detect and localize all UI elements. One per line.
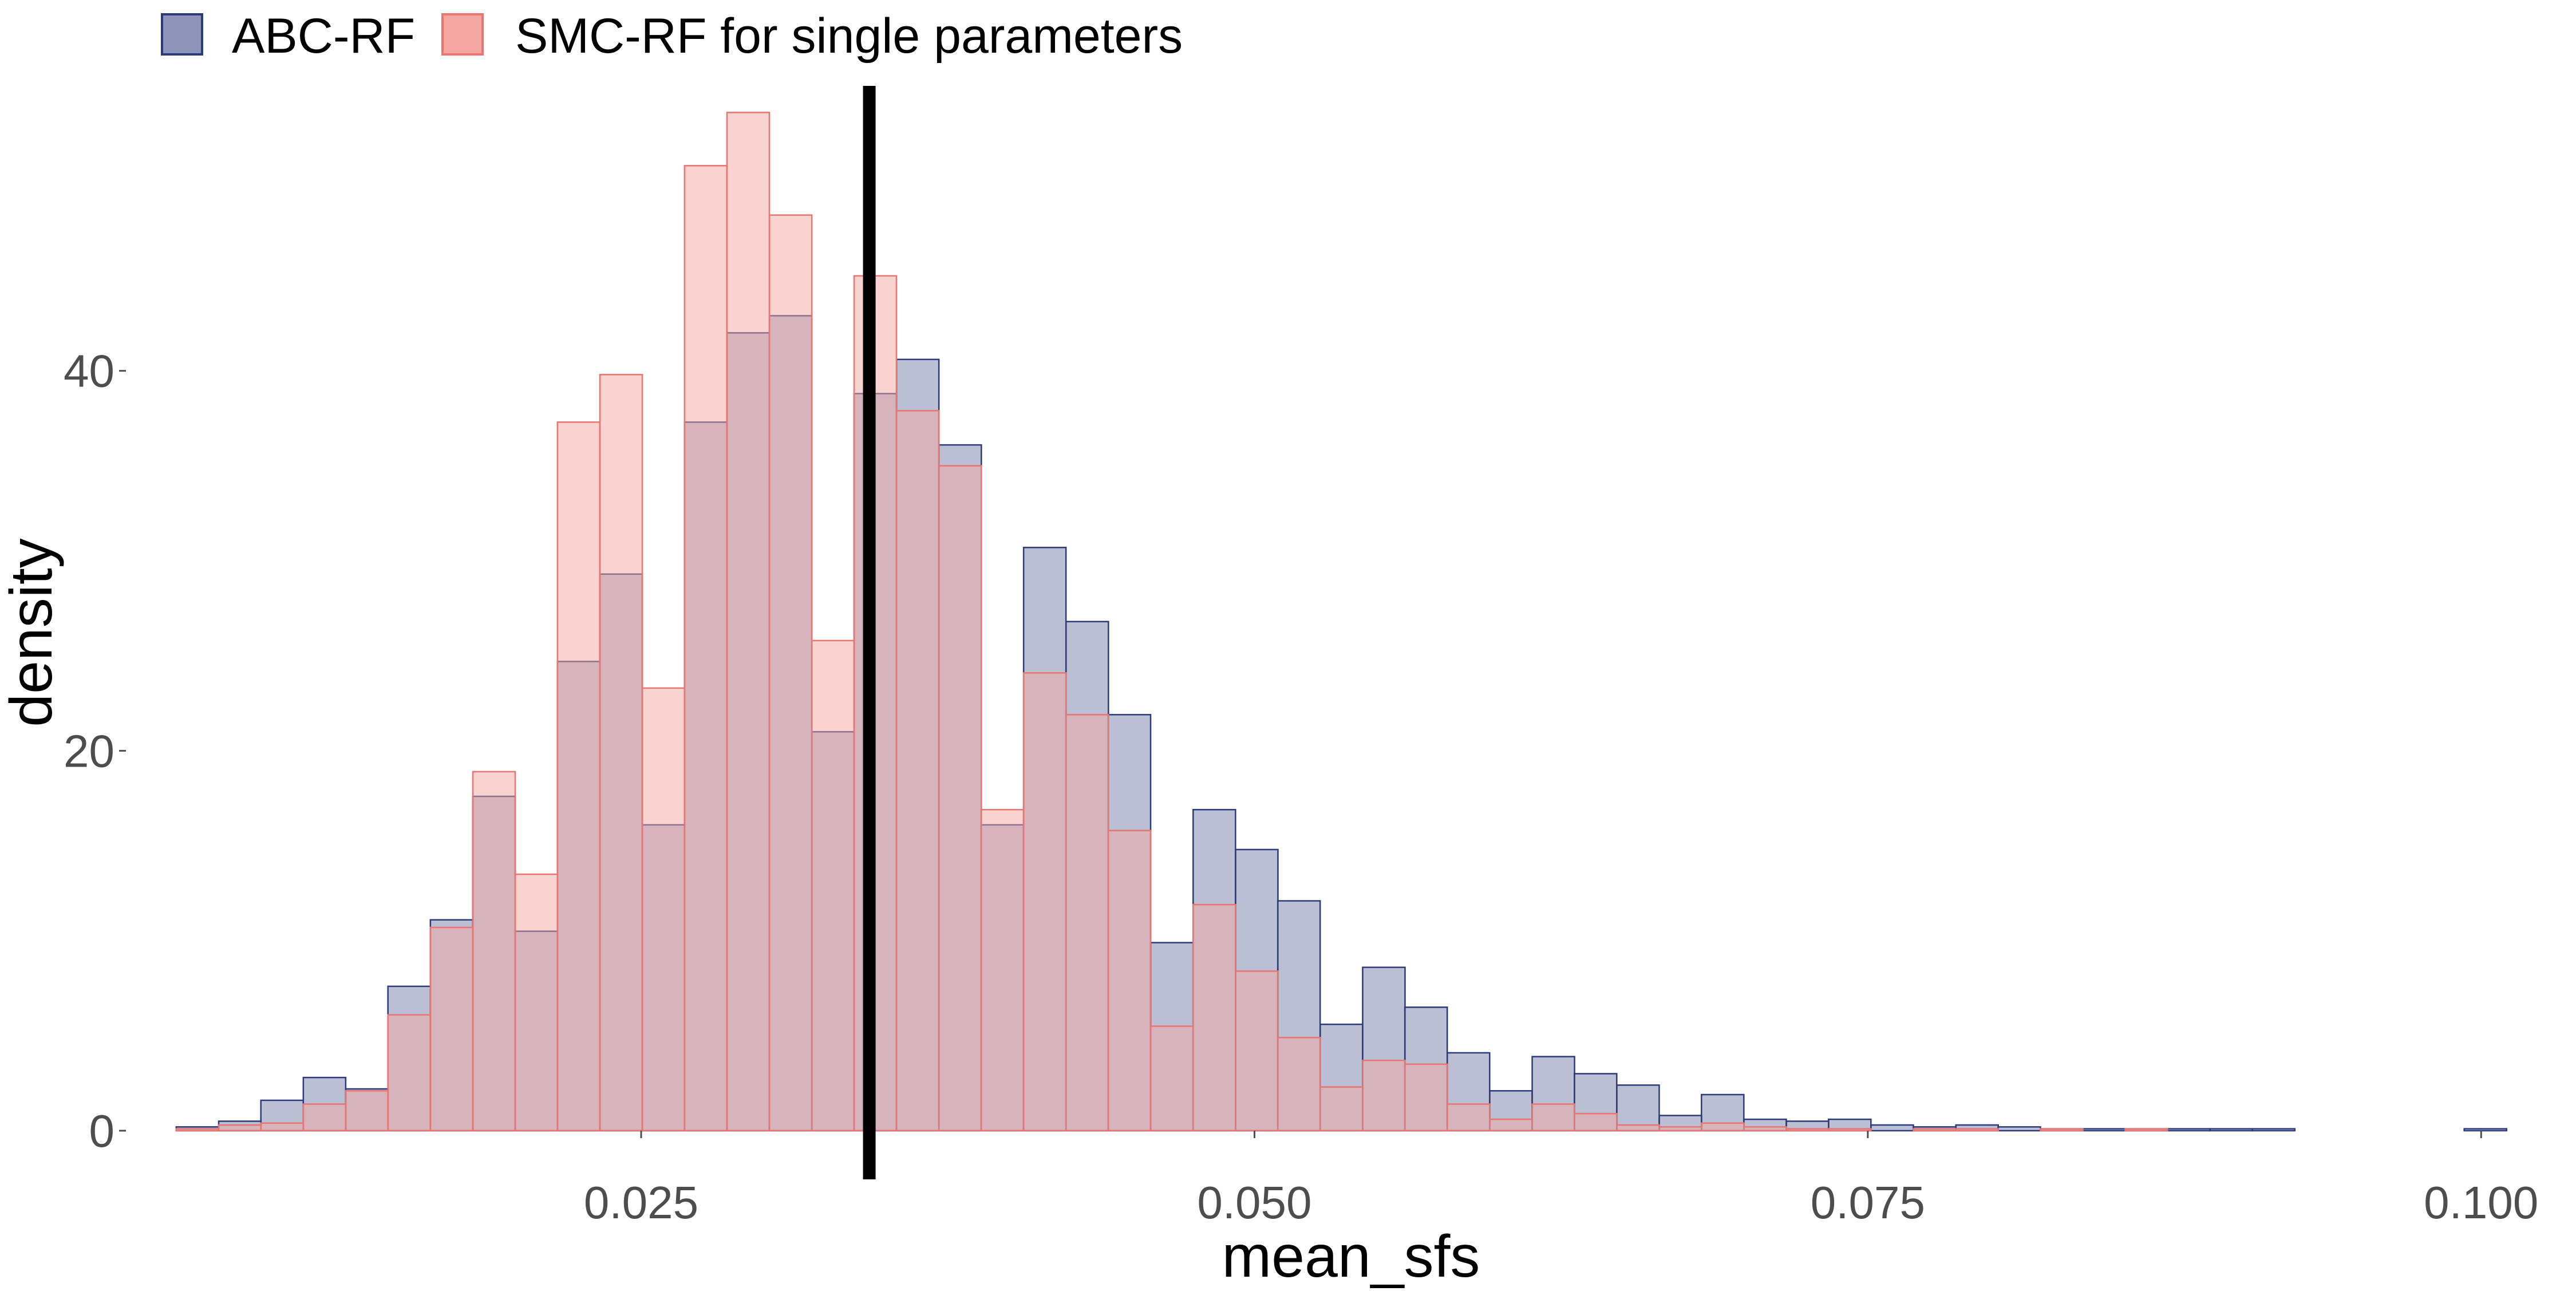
abc-rf-bar-54	[2464, 1129, 2507, 1131]
smc-rf-bar-23	[1151, 1027, 1193, 1131]
smc-rf-bar-4	[346, 1091, 388, 1131]
legend-label-abc-rf: ABC-RF	[232, 9, 415, 64]
x-tick-label-0025: 0.025	[584, 1177, 698, 1228]
x-axis: 0.025 0.050 0.075 0.100	[584, 1131, 2538, 1228]
smc-rf-bar-44	[2041, 1129, 2083, 1131]
y-axis: 0 20 40	[64, 346, 126, 1156]
smc-rf-bar-34	[1617, 1125, 1659, 1131]
smc-rf-bar-7	[473, 772, 515, 1131]
smc-rf-bar-27	[1320, 1087, 1362, 1131]
smc-rf-bar-41	[1914, 1129, 1956, 1131]
smc-rf-bar-32	[1532, 1104, 1575, 1131]
x-axis-title: mean_sfs	[1222, 1223, 1480, 1288]
x-tick-label-0075: 0.075	[1811, 1177, 1925, 1228]
smc-rf-bar-5	[388, 1015, 430, 1131]
smc-rf-bar-42	[1956, 1129, 1998, 1131]
legend-key-abc-rf	[162, 14, 202, 54]
smc-rf-bar-24	[1193, 905, 1235, 1131]
smc-rf-bar-46	[2125, 1129, 2167, 1131]
smc-rf-bar-2	[261, 1123, 303, 1131]
x-tick-label-0100: 0.100	[2424, 1177, 2538, 1228]
smc-rf-bar-21	[1066, 714, 1108, 1131]
x-tick-label-0050: 0.050	[1197, 1177, 1311, 1228]
smc-rf-bar-13	[727, 112, 769, 1131]
smc-rf-bar-11	[642, 688, 685, 1131]
smc-rf-bar-15	[812, 641, 854, 1131]
smc-rf-bar-14	[769, 215, 812, 1131]
smc-rf-bar-0	[176, 1129, 219, 1131]
smc-rf-bar-10	[600, 374, 642, 1131]
smc-rf-bar-1	[219, 1125, 261, 1131]
abc-rf-bar-40	[1871, 1125, 1913, 1131]
smc-rf-bar-17	[896, 410, 939, 1131]
smc-rf-bar-20	[1024, 673, 1066, 1131]
smc-rf-bar-31	[1490, 1119, 1532, 1131]
abc-rf-bar-48	[2210, 1129, 2253, 1131]
abc-rf-bar-43	[1998, 1127, 2040, 1131]
smc-rf-bar-18	[939, 466, 981, 1131]
smc-rf-bar-29	[1405, 1064, 1447, 1131]
abc-rf-bar-34	[1617, 1085, 1659, 1131]
smc-rf-bar-25	[1235, 971, 1278, 1131]
y-tick-label-40: 40	[64, 346, 114, 397]
smc-rf-bar-22	[1108, 831, 1151, 1131]
legend-label-smc-rf: SMC-RF for single parameters	[515, 9, 1183, 64]
abc-rf-bar-45	[2083, 1129, 2125, 1131]
smc-rf-bar-37	[1744, 1127, 1786, 1131]
smc-rf-bar-38	[1787, 1129, 1829, 1131]
y-tick-label-0: 0	[89, 1106, 115, 1156]
legend: ABC-RF SMC-RF for single parameters	[162, 9, 1183, 64]
smc-rf-bar-3	[303, 1104, 346, 1131]
smc-rf-bar-6	[430, 927, 473, 1131]
smc-rf-bar-39	[1828, 1129, 1871, 1131]
smc-rf-bar-8	[515, 874, 558, 1131]
legend-key-smc-rf	[442, 14, 483, 54]
smc-rf-bar-19	[981, 810, 1024, 1131]
smc-rf-bar-35	[1660, 1127, 1702, 1131]
smc-rf-bar-33	[1574, 1114, 1617, 1131]
y-tick-label-20: 20	[64, 725, 114, 776]
smc-rf-bar-36	[1701, 1123, 1744, 1131]
smc-rf-bar-30	[1447, 1104, 1490, 1131]
abc-rf-bar-49	[2253, 1129, 2295, 1131]
abc-rf-bar-47	[2168, 1129, 2210, 1131]
smc-rf-bar-28	[1362, 1060, 1405, 1131]
y-axis-title: density	[0, 538, 65, 727]
smc-rf-bar-12	[685, 165, 727, 1131]
smc-rf-bar-9	[558, 422, 600, 1131]
smc-rf-bar-26	[1278, 1037, 1320, 1131]
